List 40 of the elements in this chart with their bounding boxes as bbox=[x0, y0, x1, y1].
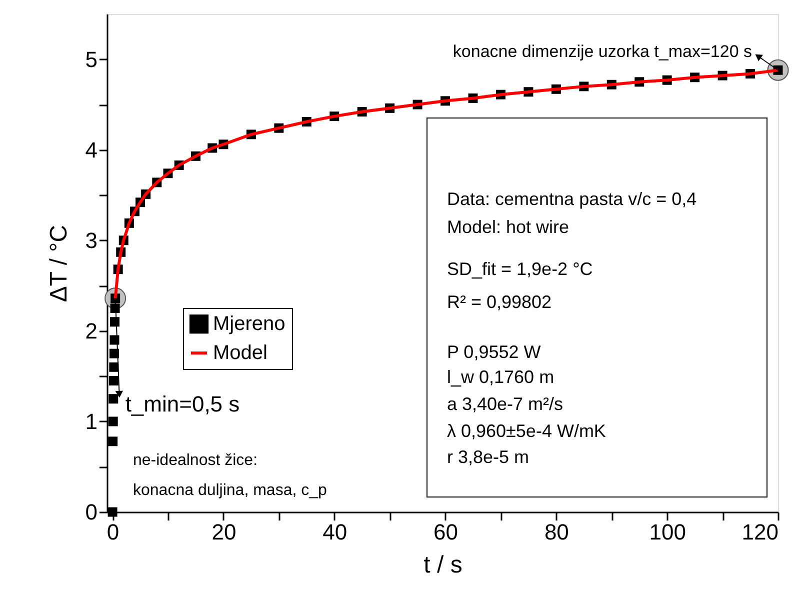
point bbox=[110, 335, 120, 345]
x-tick-label: 120 bbox=[742, 520, 778, 544]
x-tick-label: 80 bbox=[544, 520, 569, 544]
point bbox=[108, 416, 118, 426]
annotation: l_w 0,1760 m bbox=[447, 367, 554, 387]
y-axis-title: ΔT / °C bbox=[45, 224, 72, 302]
point bbox=[110, 317, 120, 327]
annotation: konacna duljina, masa, c_p bbox=[133, 482, 327, 499]
legend-label: Model bbox=[213, 342, 268, 364]
y-tick-label: 3 bbox=[85, 228, 98, 253]
point bbox=[109, 362, 119, 372]
x-tick-label: 40 bbox=[322, 520, 348, 544]
annotation: SD_fit = 1,9e-2 °C bbox=[447, 259, 593, 279]
x-tick-label: 20 bbox=[212, 520, 236, 544]
point bbox=[109, 348, 119, 358]
y-tick-label: 4 bbox=[85, 137, 98, 162]
point bbox=[108, 376, 118, 386]
legend-label: Mjereno bbox=[213, 313, 286, 335]
x-tick-label: 0 bbox=[106, 520, 120, 544]
point bbox=[110, 304, 120, 314]
annotation: a 3,40e-7 m²/s bbox=[447, 394, 564, 414]
y-tick-label: 1 bbox=[85, 408, 98, 434]
annotation: r 3,8e-5 m bbox=[447, 447, 530, 467]
y-tick-label: 0 bbox=[85, 500, 98, 524]
x-tick-label: 60 bbox=[434, 520, 458, 544]
annotation: Data: cementna pasta v/c = 0,4 bbox=[447, 189, 697, 209]
annotation: λ 0,960±5e-4 W/mK bbox=[447, 421, 606, 441]
point bbox=[108, 394, 118, 404]
annotation: t_min=0,5 s bbox=[125, 391, 240, 416]
x-axis-title: t / s bbox=[424, 552, 462, 578]
point bbox=[108, 507, 118, 517]
annotation: konacne dimenzije uzorka t_max=120 s bbox=[452, 42, 752, 62]
y-tick-label: 5 bbox=[85, 46, 98, 72]
annotation: Model: hot wire bbox=[447, 217, 570, 237]
point bbox=[108, 436, 118, 446]
annotation: P 0,9552 W bbox=[447, 342, 541, 362]
annotation: R² = 0,99802 bbox=[447, 292, 552, 312]
y-tick-label: 2 bbox=[85, 318, 98, 344]
annotation: ne-idealnost žice: bbox=[133, 452, 258, 469]
x-tick-label: 100 bbox=[649, 520, 686, 544]
